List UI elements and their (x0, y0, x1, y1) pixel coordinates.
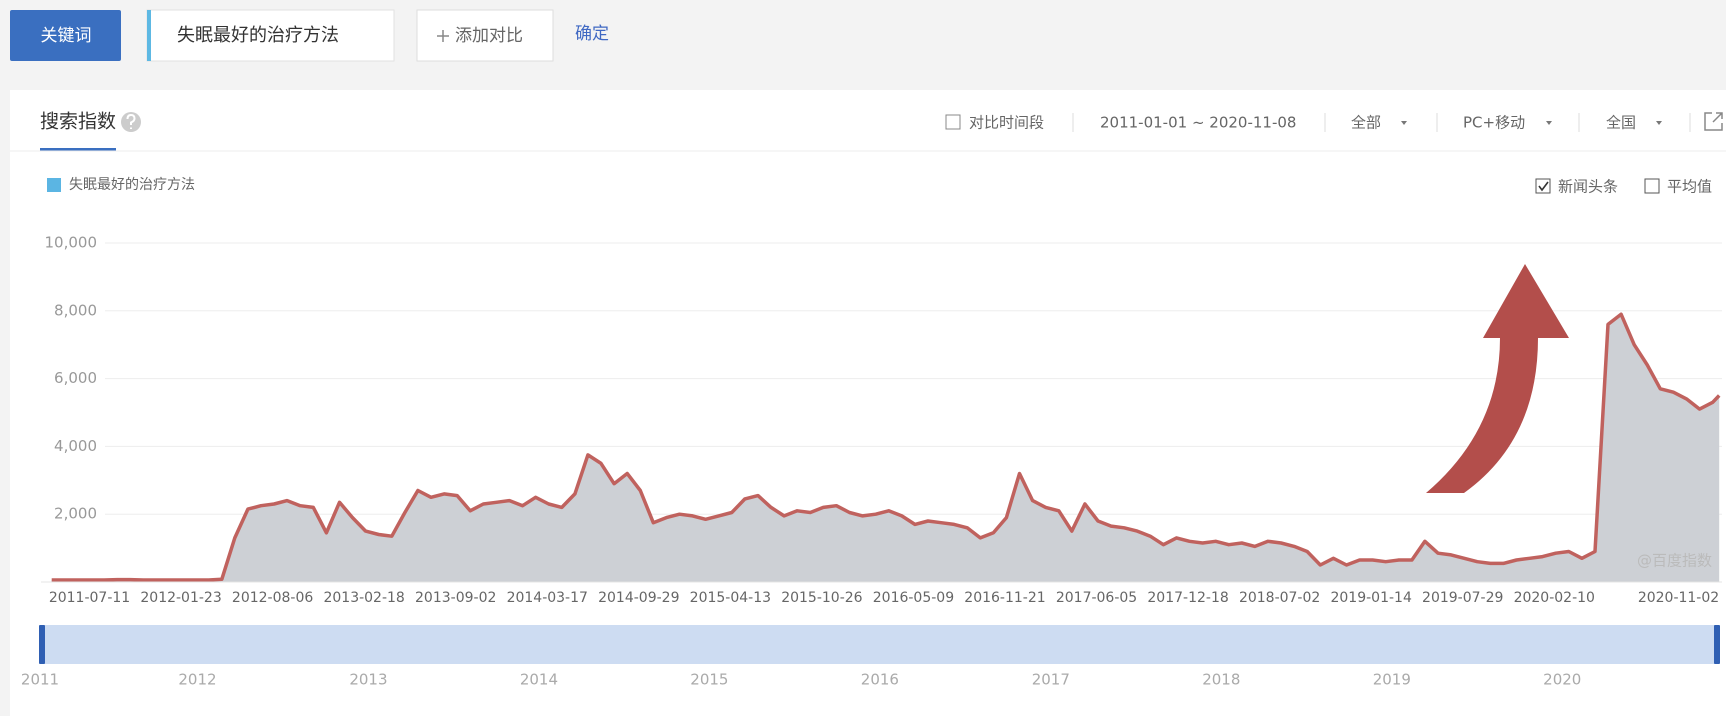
navigator-year: 2012 (178, 671, 216, 689)
tab-underline (40, 148, 116, 151)
panel (10, 90, 1726, 716)
export-icon[interactable] (1704, 112, 1723, 131)
compare-checkbox[interactable] (945, 114, 961, 130)
navigator-year: 2015 (690, 671, 728, 689)
dropdown-arrow (1546, 121, 1552, 125)
x-tick-label: 2014-09-29 (598, 590, 679, 606)
navigator-year: 2014 (520, 671, 558, 689)
x-tick-label: 2020-11-02 (1638, 590, 1719, 606)
keyword[interactable]: 失眠最好的治疗方法 (177, 25, 339, 46)
x-tick-label: 2012-01-23 (140, 590, 221, 606)
legend-label: 失眠最好的治疗方法 (69, 177, 195, 193)
average-checkbox[interactable] (1644, 178, 1660, 194)
series-area (51, 314, 1720, 582)
x-tick-label: 2017-06-05 (1056, 590, 1137, 606)
x-tick-label: 2013-09-02 (415, 590, 496, 606)
navigator-year: 2019 (1373, 671, 1411, 689)
navigator-year: 2016 (861, 671, 899, 689)
add-compare[interactable]: 添加对比 (455, 26, 523, 46)
help-glyph (126, 113, 136, 129)
y-tick-label: 8,000 (54, 301, 97, 319)
x-tick-label: 2014-03-17 (507, 590, 588, 606)
series-line (51, 312, 1721, 582)
x-tick-label: 2011-07-11 (49, 590, 130, 606)
news-checkbox[interactable] (1535, 178, 1551, 194)
range-handle[interactable] (39, 625, 45, 664)
average-toggle[interactable]: 平均值 (1667, 178, 1712, 196)
dropdown-arrow (1656, 121, 1662, 125)
x-tick-label: 2020-02-10 (1514, 590, 1595, 606)
navigator-axis: 2011 2012 2013 2014 2015 2016 2017 2018 2019 2020 (21, 671, 1581, 689)
x-tick-label: 2012-08-06 (232, 590, 313, 606)
device[interactable]: PC+移动 (1463, 114, 1525, 132)
navigator-year: 2017 (1032, 671, 1070, 689)
keyword-marker (147, 10, 151, 61)
navigator-year: 2011 (21, 671, 59, 689)
x-tick-label: 2015-04-13 (690, 590, 771, 606)
x-tick-label: 2016-05-09 (873, 590, 954, 606)
keyword-tab-button[interactable] (10, 10, 121, 61)
watermark: @百度指数 (1637, 552, 1712, 570)
x-tick-label: 2019-01-14 (1330, 590, 1411, 606)
y-tick-label: 6,000 (54, 369, 97, 387)
x-tick-label: 2017-12-18 (1147, 590, 1228, 606)
x-tick-label: 2013-02-18 (323, 590, 404, 606)
navigator-year: 2013 (349, 671, 387, 689)
source[interactable]: 全部 (1351, 114, 1381, 132)
date-range[interactable]: 2011-01-01 ~ 2020-11-08 (1100, 114, 1296, 132)
plus-icon (437, 30, 449, 42)
x-tick-label: 2019-07-29 (1422, 590, 1503, 606)
y-tick-label: 10,000 (45, 234, 98, 252)
keyword-input[interactable] (146, 9, 395, 62)
x-tick-label: 2018-07-02 (1239, 590, 1320, 606)
dropdown-arrow (1401, 121, 1407, 125)
range-handle[interactable] (1714, 625, 1720, 664)
keyword-tab[interactable]: 关键词 (41, 26, 92, 46)
compare-period[interactable]: 对比时间段 (969, 114, 1044, 132)
checkmark (1538, 181, 1549, 192)
region[interactable]: 全国 (1606, 114, 1636, 132)
navigator-year: 2020 (1543, 671, 1581, 689)
x-tick-label: 2015-10-26 (781, 590, 862, 606)
chart: 2,000 4,000 6,000 8,000 10,000 2011-07-11 2012… (41, 234, 1722, 606)
confirm[interactable]: 确定 (575, 24, 609, 44)
legend-swatch (47, 178, 61, 192)
tab[interactable]: 搜索指数 (40, 111, 116, 133)
news-toggle[interactable]: 新闻头条 (1558, 178, 1618, 196)
trend-arrow (1426, 264, 1569, 493)
y-tick-label: 4,000 (54, 437, 97, 455)
range-navigator[interactable] (41, 625, 1718, 664)
navigator-year: 2018 (1202, 671, 1240, 689)
x-tick-label: 2016-11-21 (964, 590, 1045, 606)
y-tick-label: 2,000 (54, 505, 97, 523)
